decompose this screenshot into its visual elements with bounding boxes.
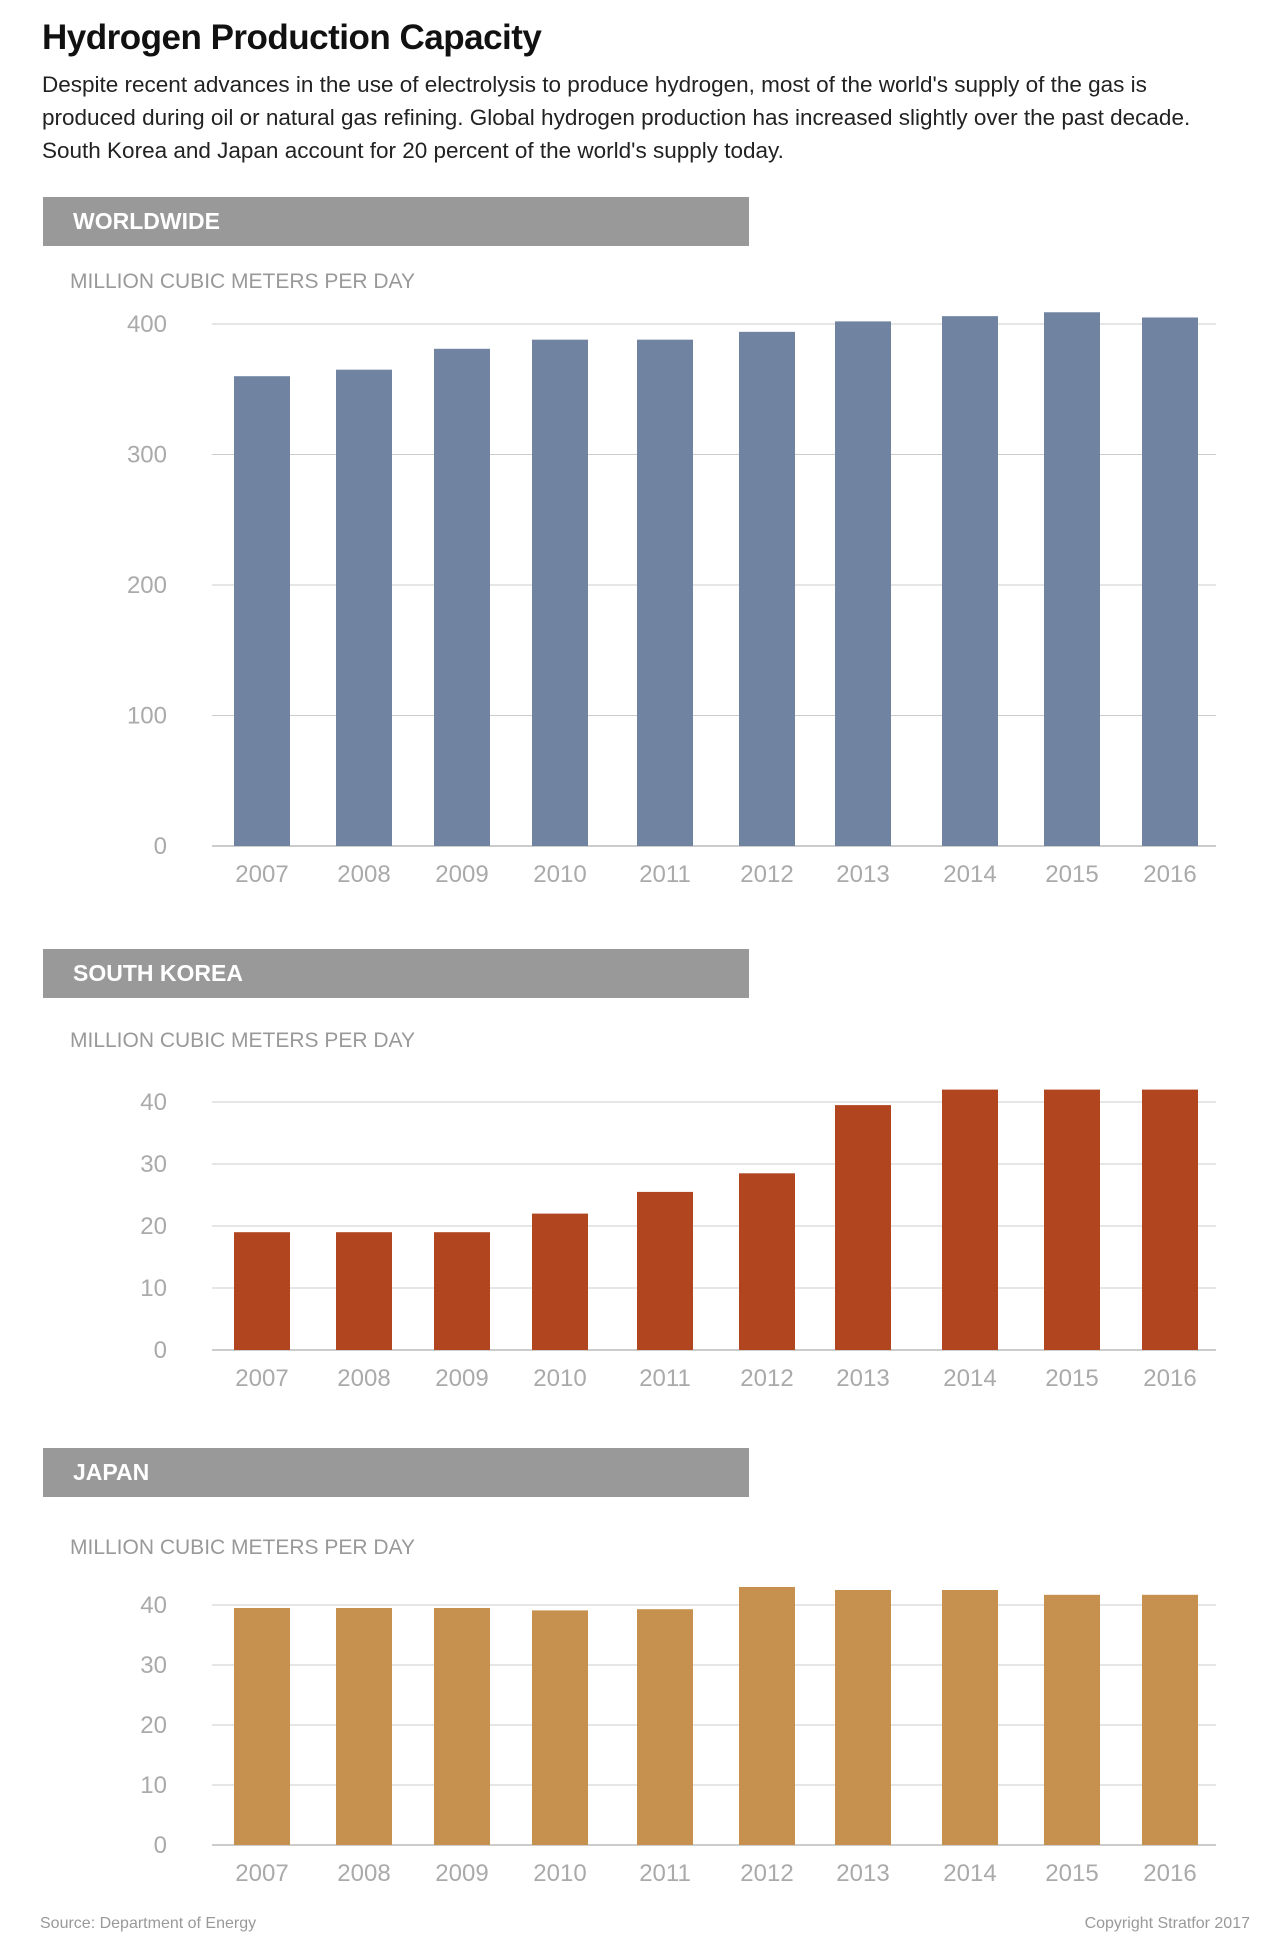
page-title: Hydrogen Production Capacity [42,18,542,57]
japan-bar-2008 [336,1608,392,1845]
japan-x-tick-label: 2007 [235,1860,288,1885]
japan-bar-2012 [739,1587,795,1845]
japan-x-tick-label: 2012 [740,1860,793,1885]
worldwide-bar-2014 [942,316,998,846]
worldwide-x-tick-label: 2008 [337,861,390,888]
south-korea-bar-2014 [942,1089,998,1350]
south-korea-y-tick-label: 0 [154,1337,167,1364]
japan-bar-2010 [532,1610,588,1845]
japan-panel-header: JAPAN [43,1448,749,1497]
japan-x-tick-label: 2014 [943,1860,996,1885]
japan-bar-2014 [942,1590,998,1845]
copyright-note: Copyright Stratfor 2017 [1084,1915,1250,1932]
worldwide-y-tick-label: 0 [154,833,167,860]
south-korea-x-tick-label: 2012 [740,1365,793,1392]
south-korea-y-tick-label: 40 [140,1089,167,1116]
worldwide-bar-2013 [835,321,891,846]
south-korea-chart: 0 10 20 30 40 2007 2008 2009 2010 2011 2012 2013 201… [140,1089,1216,1392]
japan-y-tick-label: 30 [140,1652,167,1679]
worldwide-x-tick-label: 2014 [943,861,996,888]
worldwide-bar-2011 [637,339,693,846]
intro-paragraph: Despite recent advances in the use of el… [42,72,1191,163]
worldwide-bar-2012 [739,331,795,847]
worldwide-x-tick-label: 2016 [1143,861,1196,888]
worldwide-y-tick-label: 400 [127,311,167,338]
south-korea-x-tick-label: 2009 [435,1365,488,1392]
japan-bar-2009 [434,1608,490,1845]
japan-bar-2007 [234,1608,290,1845]
japan-x-tick-label: 2008 [337,1860,390,1885]
south-korea-bar-2007 [234,1232,290,1350]
source-note: Source: Department of Energy [40,1915,257,1932]
south-korea-x-tick-label: 2014 [943,1365,996,1392]
worldwide-y-tick-label: 300 [127,442,167,469]
japan-x-tick-label: 2015 [1045,1860,1098,1885]
worldwide-unit-label: MILLION CUBIC METERS PER DAY [70,270,416,293]
worldwide-chart: 0 100 200 300 400 2007 2008 2009 2010 2011 2012 201… [127,311,1216,888]
south-korea-y-tick-label: 10 [140,1275,167,1302]
japan-x-tick-label: 2011 [639,1860,691,1885]
japan-y-tick-label: 20 [140,1712,167,1739]
worldwide-x-tick-label: 2012 [740,861,793,888]
worldwide-bar-2009 [434,348,490,846]
south-korea-bar-2012 [739,1173,795,1350]
japan-bar-2013 [835,1590,891,1845]
south-korea-bar-2016 [1142,1089,1198,1350]
japan-unit-label: MILLION CUBIC METERS PER DAY [70,1536,416,1559]
worldwide-y-tick-label: 100 [127,703,167,730]
south-korea-bar-2008 [336,1232,392,1350]
worldwide-bar-2010 [532,339,588,846]
south-korea-unit-label: MILLION CUBIC METERS PER DAY [70,1029,416,1052]
south-korea-x-tick-label: 2015 [1045,1365,1098,1392]
japan-x-tick-label: 2010 [533,1860,586,1885]
south-korea-bar-2009 [434,1232,490,1350]
worldwide-x-tick-label: 2011 [639,861,691,888]
worldwide-y-tick-label: 200 [127,572,167,599]
japan-x-tick-label: 2013 [836,1860,889,1885]
worldwide-bar-2008 [336,369,392,846]
south-korea-x-tick-label: 2016 [1143,1365,1196,1392]
south-korea-y-tick-label: 20 [140,1213,167,1240]
worldwide-bar-2015 [1044,312,1100,846]
worldwide-bar-2016 [1142,317,1198,847]
south-korea-y-tick-label: 30 [140,1151,167,1178]
worldwide-x-tick-label: 2007 [235,861,288,888]
south-korea-bar-2013 [835,1105,891,1350]
south-korea-x-tick-label: 2013 [836,1365,889,1392]
japan-x-tick-label: 2009 [435,1860,488,1885]
japan-bar-2011 [637,1609,693,1845]
south-korea-x-tick-label: 2007 [235,1365,288,1392]
south-korea-bar-2015 [1044,1089,1100,1350]
south-korea-bar-2010 [532,1213,588,1350]
worldwide-x-tick-label: 2010 [533,861,586,888]
south-korea-bar-2011 [637,1191,693,1350]
japan-y-tick-label: 0 [154,1832,167,1859]
south-korea-x-tick-label: 2011 [639,1365,691,1392]
worldwide-x-tick-label: 2009 [435,861,488,888]
worldwide-bar-2007 [234,376,290,846]
south-korea-x-tick-label: 2008 [337,1365,390,1392]
worldwide-panel-header: WORLDWIDE [43,197,749,246]
south-korea-x-tick-label: 2010 [533,1365,586,1392]
japan-bar-2015 [1044,1594,1100,1845]
japan-y-tick-label: 10 [140,1772,167,1799]
japan-x-tick-label: 2016 [1143,1860,1196,1885]
worldwide-x-tick-label: 2013 [836,861,889,888]
japan-bar-2016 [1142,1594,1198,1845]
japan-chart: 0 10 20 30 40 2007 2008 2009 2010 2011 2012 2013 201… [140,1587,1216,1885]
south-korea-panel-header: SOUTH KOREA [43,949,749,998]
worldwide-x-tick-label: 2015 [1045,861,1098,888]
japan-y-tick-label: 40 [140,1592,167,1619]
